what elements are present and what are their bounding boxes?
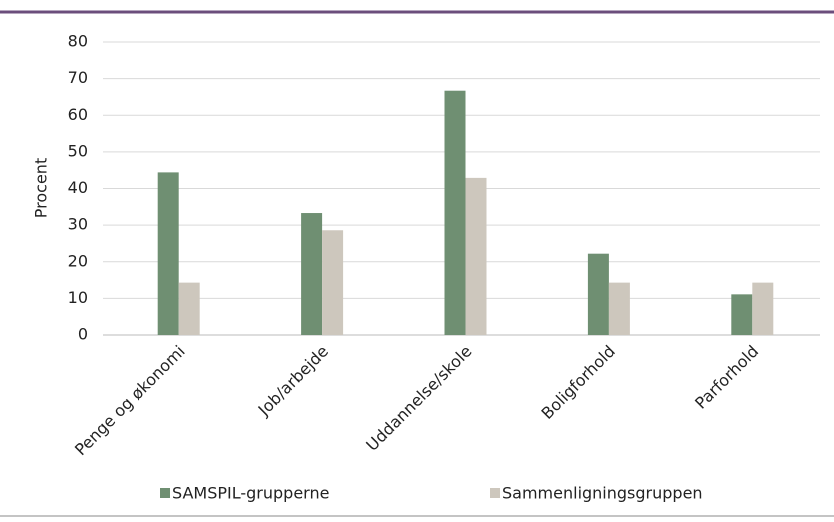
- bar: [444, 90, 466, 336]
- bar: [322, 230, 344, 335]
- bar: [752, 282, 774, 335]
- bar: [587, 253, 609, 335]
- x-tick-label: Uddannelse/skole: [362, 342, 475, 455]
- legend-swatch: [490, 488, 500, 498]
- y-tick-label: 40: [68, 178, 88, 197]
- x-tick-label: Penge og økonomi: [71, 342, 189, 460]
- bar: [301, 213, 323, 335]
- y-tick-label: 70: [68, 68, 88, 87]
- bar: [608, 282, 630, 335]
- x-tick-label: Job/arbejde: [254, 342, 332, 420]
- y-tick-label: 10: [68, 288, 88, 307]
- x-tick-label: Parforhold: [691, 342, 762, 413]
- legend-swatch: [160, 488, 170, 498]
- legend-label: Sammenligningsgruppen: [502, 484, 703, 503]
- bar: [731, 294, 753, 335]
- bar: [178, 282, 200, 335]
- y-tick-label: 80: [68, 32, 88, 51]
- y-tick-label: 20: [68, 251, 88, 270]
- y-tick-label: 60: [68, 105, 88, 124]
- x-tick-label: Boligforhold: [538, 342, 619, 423]
- y-axis-label: Procent: [32, 158, 51, 218]
- y-tick-label: 0: [78, 325, 88, 344]
- bar: [157, 172, 179, 335]
- y-tick-label: 30: [68, 215, 88, 234]
- bar: [465, 177, 487, 335]
- legend-label: SAMSPIL-grupperne: [172, 484, 329, 503]
- y-tick-label: 50: [68, 141, 88, 160]
